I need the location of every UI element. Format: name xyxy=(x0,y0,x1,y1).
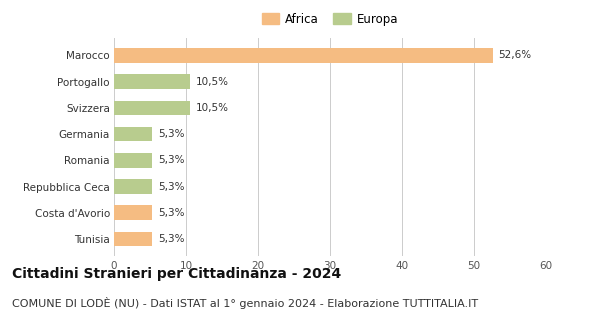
Text: 5,3%: 5,3% xyxy=(158,234,184,244)
Text: 5,3%: 5,3% xyxy=(158,208,184,218)
Bar xyxy=(114,179,152,194)
Text: 10,5%: 10,5% xyxy=(196,103,229,113)
Bar xyxy=(114,205,152,220)
Bar xyxy=(114,48,493,63)
Text: 52,6%: 52,6% xyxy=(499,51,532,60)
Text: 10,5%: 10,5% xyxy=(196,77,229,87)
Text: 5,3%: 5,3% xyxy=(158,129,184,139)
Bar xyxy=(114,101,190,115)
Bar xyxy=(114,75,190,89)
Bar xyxy=(114,127,152,141)
Text: COMUNE DI LODÈ (NU) - Dati ISTAT al 1° gennaio 2024 - Elaborazione TUTTITALIA.IT: COMUNE DI LODÈ (NU) - Dati ISTAT al 1° g… xyxy=(12,297,478,309)
Text: Cittadini Stranieri per Cittadinanza - 2024: Cittadini Stranieri per Cittadinanza - 2… xyxy=(12,268,341,281)
Bar xyxy=(114,232,152,246)
Bar xyxy=(114,153,152,167)
Text: 5,3%: 5,3% xyxy=(158,155,184,165)
Text: 5,3%: 5,3% xyxy=(158,181,184,191)
Legend: Africa, Europa: Africa, Europa xyxy=(258,9,402,29)
